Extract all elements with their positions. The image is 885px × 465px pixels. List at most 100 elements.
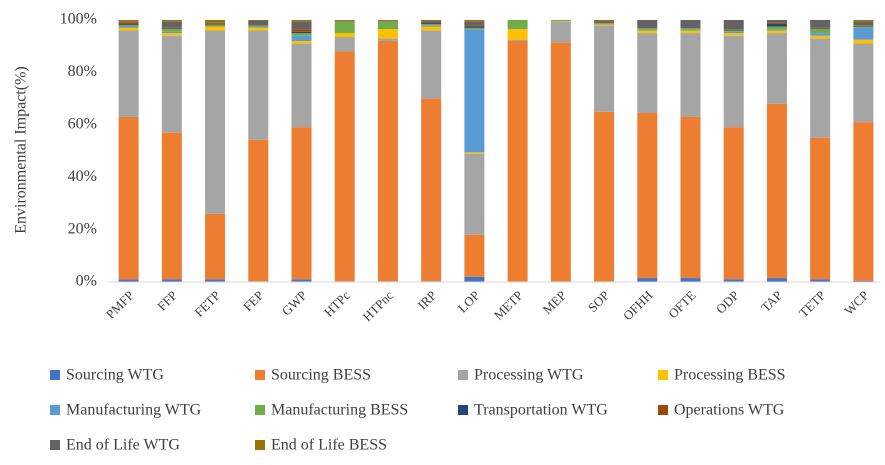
bar-segment bbox=[594, 21, 615, 23]
bar-segment bbox=[377, 38, 398, 41]
bar-segment bbox=[334, 33, 355, 38]
bar-segment bbox=[723, 31, 744, 34]
bar-segment bbox=[421, 23, 442, 26]
bar-segment bbox=[766, 26, 787, 30]
bar-segment bbox=[594, 111, 615, 282]
x-tick-label: TETP bbox=[796, 288, 829, 321]
bar-segment bbox=[421, 30, 442, 99]
y-tick-label: 80% bbox=[68, 63, 97, 80]
legend-label: Sourcing WTG bbox=[66, 367, 164, 384]
bar-segment bbox=[205, 23, 226, 25]
bar-segment bbox=[810, 38, 831, 138]
bar-segment bbox=[118, 279, 139, 282]
bar-segment bbox=[637, 27, 658, 28]
bar-segment bbox=[334, 20, 355, 22]
bar-segment bbox=[766, 278, 787, 282]
legend-label: End of Life WTG bbox=[66, 437, 180, 454]
bar-segment bbox=[766, 29, 787, 31]
x-tick-label: OFTE bbox=[665, 288, 699, 322]
bar-segment bbox=[550, 21, 571, 43]
bar-segment bbox=[637, 30, 658, 34]
bar-segment bbox=[118, 20, 139, 22]
bar-segment bbox=[291, 40, 312, 44]
x-tick-label: TAP bbox=[758, 288, 785, 315]
legend-label: Manufacturing WTG bbox=[66, 402, 202, 419]
x-tick-label: GWP bbox=[279, 288, 310, 319]
bar-segment bbox=[810, 137, 831, 280]
bar-segment bbox=[853, 39, 874, 44]
bar-segment bbox=[421, 26, 442, 31]
bar-segment bbox=[421, 20, 442, 22]
bar-segment bbox=[853, 26, 874, 28]
bar-segment bbox=[205, 279, 226, 282]
bar-segment bbox=[421, 20, 442, 21]
bar-segment bbox=[205, 26, 226, 31]
bar-segment bbox=[594, 23, 615, 24]
bar-segment bbox=[594, 23, 615, 25]
legend-label: Manufacturing BESS bbox=[271, 402, 408, 419]
bar-segment bbox=[161, 29, 182, 32]
bar-segment bbox=[421, 22, 442, 24]
bar-segment bbox=[680, 26, 701, 28]
x-tick-label: FEP bbox=[240, 288, 266, 314]
bar-segment bbox=[637, 29, 658, 31]
bar-segment bbox=[248, 20, 269, 25]
bar-segment bbox=[334, 37, 355, 52]
bar-segment bbox=[118, 21, 139, 23]
bar-segment bbox=[205, 20, 226, 23]
bar-segment bbox=[161, 31, 182, 34]
bar-segment bbox=[464, 26, 485, 28]
y-tick-label: 40% bbox=[68, 168, 97, 185]
x-tick-label: HTPc bbox=[321, 287, 353, 319]
bar-segment bbox=[161, 20, 182, 22]
bar-segment bbox=[291, 279, 312, 282]
legend-swatch bbox=[50, 370, 60, 380]
bar-segment bbox=[637, 33, 658, 114]
bar-segment bbox=[723, 20, 744, 30]
bar-segment bbox=[810, 28, 831, 30]
legend-swatch bbox=[658, 405, 668, 415]
bar-segment bbox=[723, 29, 744, 31]
bar-segment bbox=[680, 27, 701, 28]
x-tick-label: FETP bbox=[191, 288, 223, 320]
bar-segment bbox=[118, 25, 139, 27]
bar-segment bbox=[248, 139, 269, 282]
bar-segment bbox=[161, 132, 182, 280]
bar-segment bbox=[161, 33, 182, 36]
bar-segment bbox=[118, 24, 139, 26]
bar-segment bbox=[421, 25, 442, 27]
bar-segment bbox=[637, 20, 658, 27]
bar-segment bbox=[810, 35, 831, 39]
bar-segment bbox=[723, 30, 744, 32]
bar-segment bbox=[464, 152, 485, 154]
bar-segment bbox=[594, 20, 615, 22]
x-tick-label: MEP bbox=[540, 288, 570, 318]
legend-label: Processing WTG bbox=[474, 367, 584, 384]
legend-swatch bbox=[50, 440, 60, 450]
x-tick-label: IRP bbox=[414, 288, 439, 313]
bar-segment bbox=[680, 27, 701, 30]
bar-segment bbox=[291, 127, 312, 280]
bar-segment bbox=[507, 20, 528, 30]
bar-segment bbox=[680, 33, 701, 117]
bar-segment bbox=[723, 35, 744, 128]
bar-segment bbox=[464, 27, 485, 30]
bar-segment bbox=[853, 43, 874, 123]
bar-segment bbox=[680, 278, 701, 282]
bar-segment bbox=[421, 98, 442, 282]
bar-segment bbox=[161, 279, 182, 282]
bar-segment bbox=[248, 30, 269, 140]
bar-segment bbox=[205, 213, 226, 280]
bar-segment bbox=[248, 20, 269, 21]
legend-swatch bbox=[255, 405, 265, 415]
bar-segment bbox=[205, 30, 226, 214]
bar-segment bbox=[291, 35, 312, 41]
bar-segment bbox=[507, 29, 528, 40]
bar-segment bbox=[766, 30, 787, 34]
bar-segment bbox=[248, 25, 269, 26]
x-tick-label: SOP bbox=[585, 288, 612, 315]
bar-segment bbox=[118, 116, 139, 280]
bar-segment bbox=[550, 42, 571, 282]
bar-segment bbox=[464, 153, 485, 235]
